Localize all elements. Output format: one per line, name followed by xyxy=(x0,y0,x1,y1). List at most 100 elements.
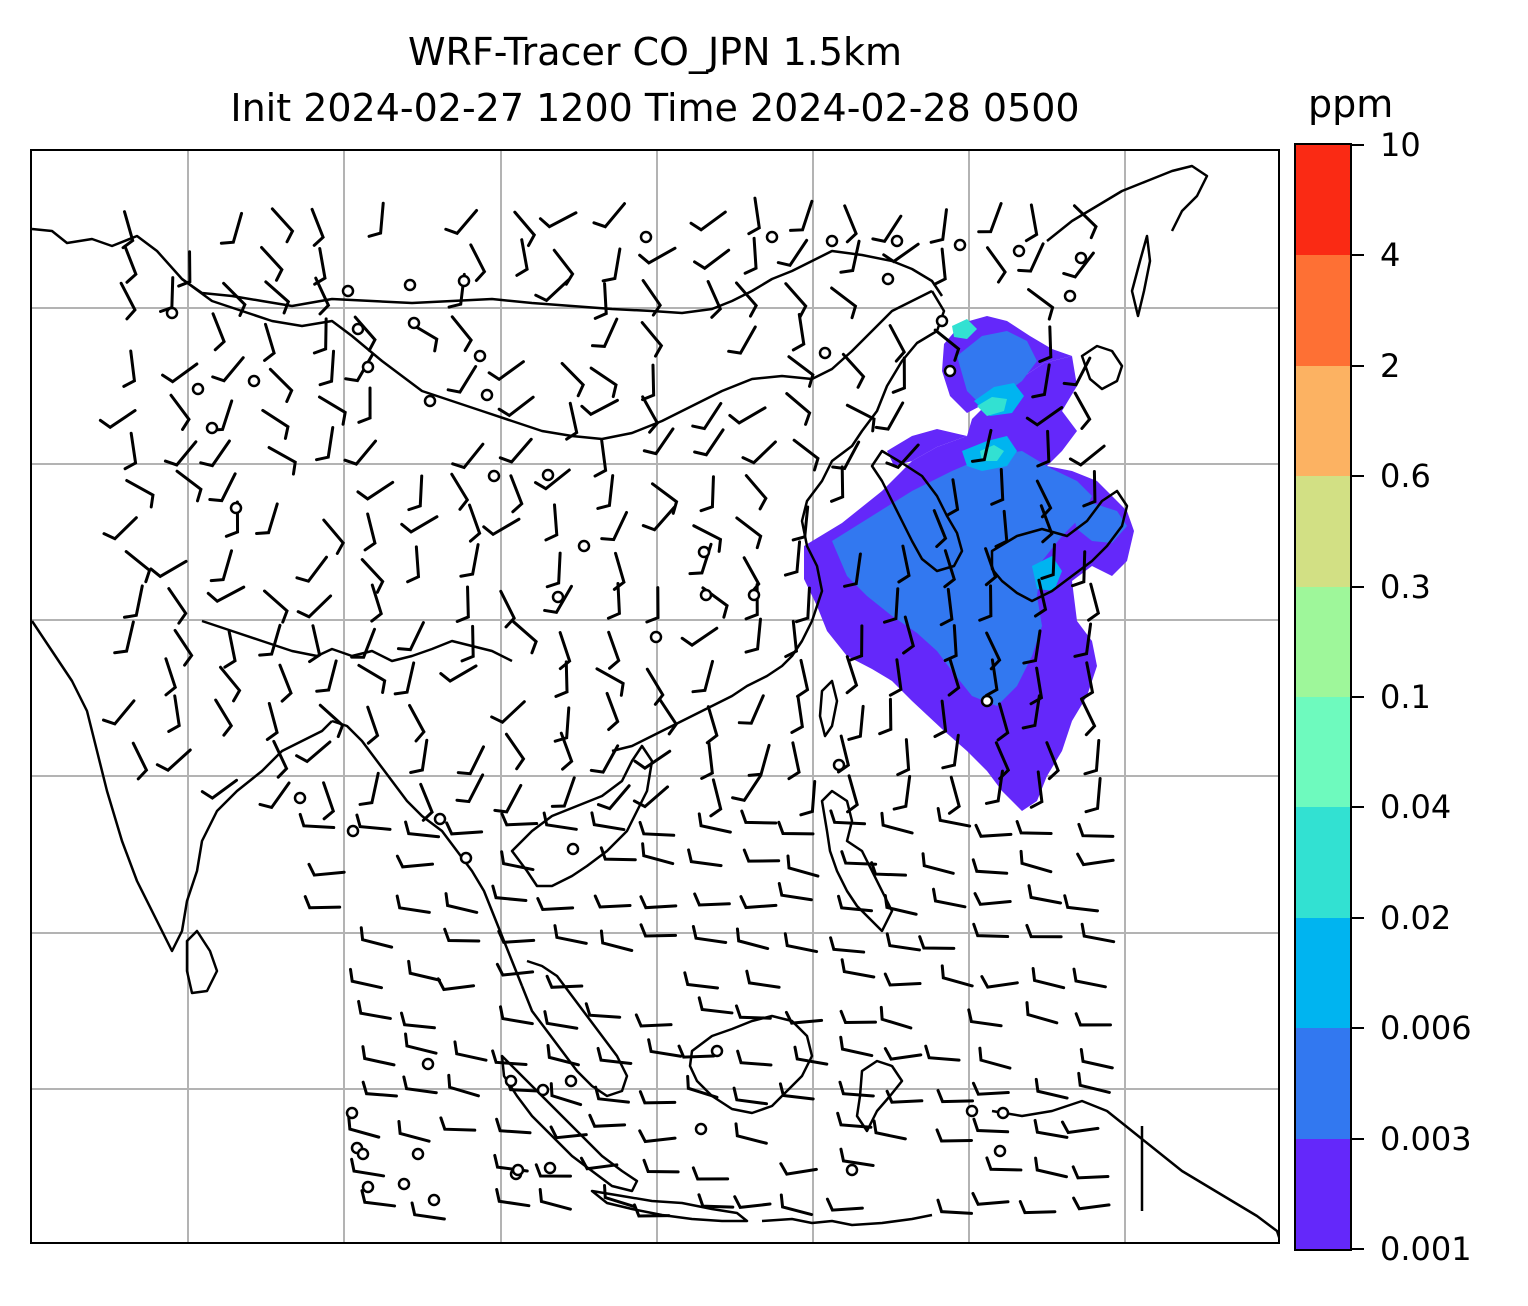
wind-barb xyxy=(972,1117,1010,1134)
wind-barb xyxy=(453,1040,488,1062)
wind-barb xyxy=(1029,770,1044,809)
wind-barb xyxy=(795,658,810,698)
wind-barb xyxy=(211,356,245,383)
wind-barb xyxy=(177,250,192,288)
wind-barb xyxy=(840,850,878,866)
wind-barb xyxy=(542,811,578,831)
wind-barb xyxy=(1038,325,1053,363)
wind-barb xyxy=(829,809,867,826)
calm-wind-circle xyxy=(818,346,832,360)
wind-barb xyxy=(261,408,290,440)
wind-barb xyxy=(436,977,476,992)
wind-barb xyxy=(589,366,618,399)
calm-wind-circle xyxy=(487,469,501,483)
wind-barb xyxy=(790,695,804,734)
wind-barb xyxy=(691,401,723,431)
wind-barb xyxy=(272,739,289,779)
colorbar-tick xyxy=(1352,144,1364,146)
wind-barb xyxy=(536,897,575,912)
wind-barb xyxy=(318,349,336,387)
wind-barb xyxy=(1017,242,1045,273)
wind-barb xyxy=(553,924,588,945)
wind-barb xyxy=(936,1088,975,1104)
wind-barb xyxy=(255,502,279,536)
wind-barb xyxy=(499,589,516,629)
calm-wind-circle xyxy=(551,590,565,604)
wind-barb xyxy=(439,1116,477,1132)
wind-barb xyxy=(361,1080,398,1098)
plume-band-2 xyxy=(957,331,1037,406)
wind-barb xyxy=(264,280,291,315)
wind-barb xyxy=(1074,1012,1112,1027)
wind-barb xyxy=(209,549,234,583)
wind-barb xyxy=(409,738,429,775)
wind-barb xyxy=(940,964,974,988)
wind-barb xyxy=(734,1004,772,1020)
calm-wind-circle xyxy=(504,1074,518,1088)
wind-barb xyxy=(693,248,731,271)
calm-wind-circle xyxy=(356,1147,370,1161)
wind-barb xyxy=(593,282,608,320)
wind-barb xyxy=(307,862,346,877)
wind-barb xyxy=(792,438,820,472)
calm-wind-circle xyxy=(407,316,421,330)
wind-barb xyxy=(558,631,572,671)
wind-barb xyxy=(691,1166,730,1181)
wind-barb xyxy=(1036,429,1051,468)
plume-band-2 xyxy=(1072,503,1127,543)
wind-barb xyxy=(402,1075,438,1095)
wind-barb xyxy=(641,505,676,532)
honshu xyxy=(990,489,1129,603)
calm-wind-circle xyxy=(543,1161,557,1175)
wind-barb xyxy=(559,731,574,771)
wind-barb xyxy=(932,247,947,286)
wind-barb xyxy=(605,691,620,731)
calm-wind-circle xyxy=(191,382,205,396)
wind-barb xyxy=(355,813,392,831)
wind-barb xyxy=(1071,550,1087,588)
wind-barb xyxy=(686,1074,719,1099)
wind-barb xyxy=(777,820,815,836)
wind-barb xyxy=(845,655,859,695)
wind-barb xyxy=(1039,504,1054,544)
wind-barb xyxy=(741,440,777,465)
wind-barb xyxy=(395,854,435,869)
wind-barb xyxy=(971,1081,1010,1096)
wind-barb xyxy=(967,1008,1003,1028)
wind-barb xyxy=(732,1086,769,1106)
wind-barb xyxy=(208,472,237,503)
wind-barb xyxy=(640,321,664,358)
wind-barb xyxy=(838,1080,875,1098)
calm-wind-circle xyxy=(747,588,761,602)
wind-barb xyxy=(794,586,811,624)
wind-barb xyxy=(322,518,345,555)
wind-barb xyxy=(101,699,136,726)
wind-barb xyxy=(343,439,378,466)
wind-barb xyxy=(600,510,629,542)
calm-wind-circle xyxy=(421,1057,435,1071)
wind-barb xyxy=(784,1010,824,1025)
wind-barb xyxy=(896,738,911,777)
wind-barb xyxy=(163,440,198,467)
sakhalin xyxy=(1130,234,1152,318)
wind-barb xyxy=(1076,852,1115,867)
wind-barb xyxy=(509,474,524,514)
wind-barb xyxy=(545,974,584,989)
calm-wind-markers xyxy=(165,230,1088,1207)
plume-band-4 xyxy=(952,319,977,339)
calm-wind-circle xyxy=(993,1144,1007,1158)
wind-barb xyxy=(125,479,155,509)
wind-barb xyxy=(641,395,660,434)
calm-wind-circle xyxy=(433,812,447,826)
wind-barb xyxy=(360,1189,397,1208)
wind-barb xyxy=(945,478,960,517)
wind-barb xyxy=(778,1082,815,1101)
wind-barb xyxy=(446,365,478,394)
wind-barb xyxy=(515,238,529,277)
wind-barb xyxy=(747,743,771,777)
wind-barbs xyxy=(98,196,1116,1221)
calm-wind-circle xyxy=(293,791,307,805)
wind-barb xyxy=(883,894,918,916)
wind-barb xyxy=(779,1193,814,1217)
wind-barb xyxy=(706,280,723,319)
